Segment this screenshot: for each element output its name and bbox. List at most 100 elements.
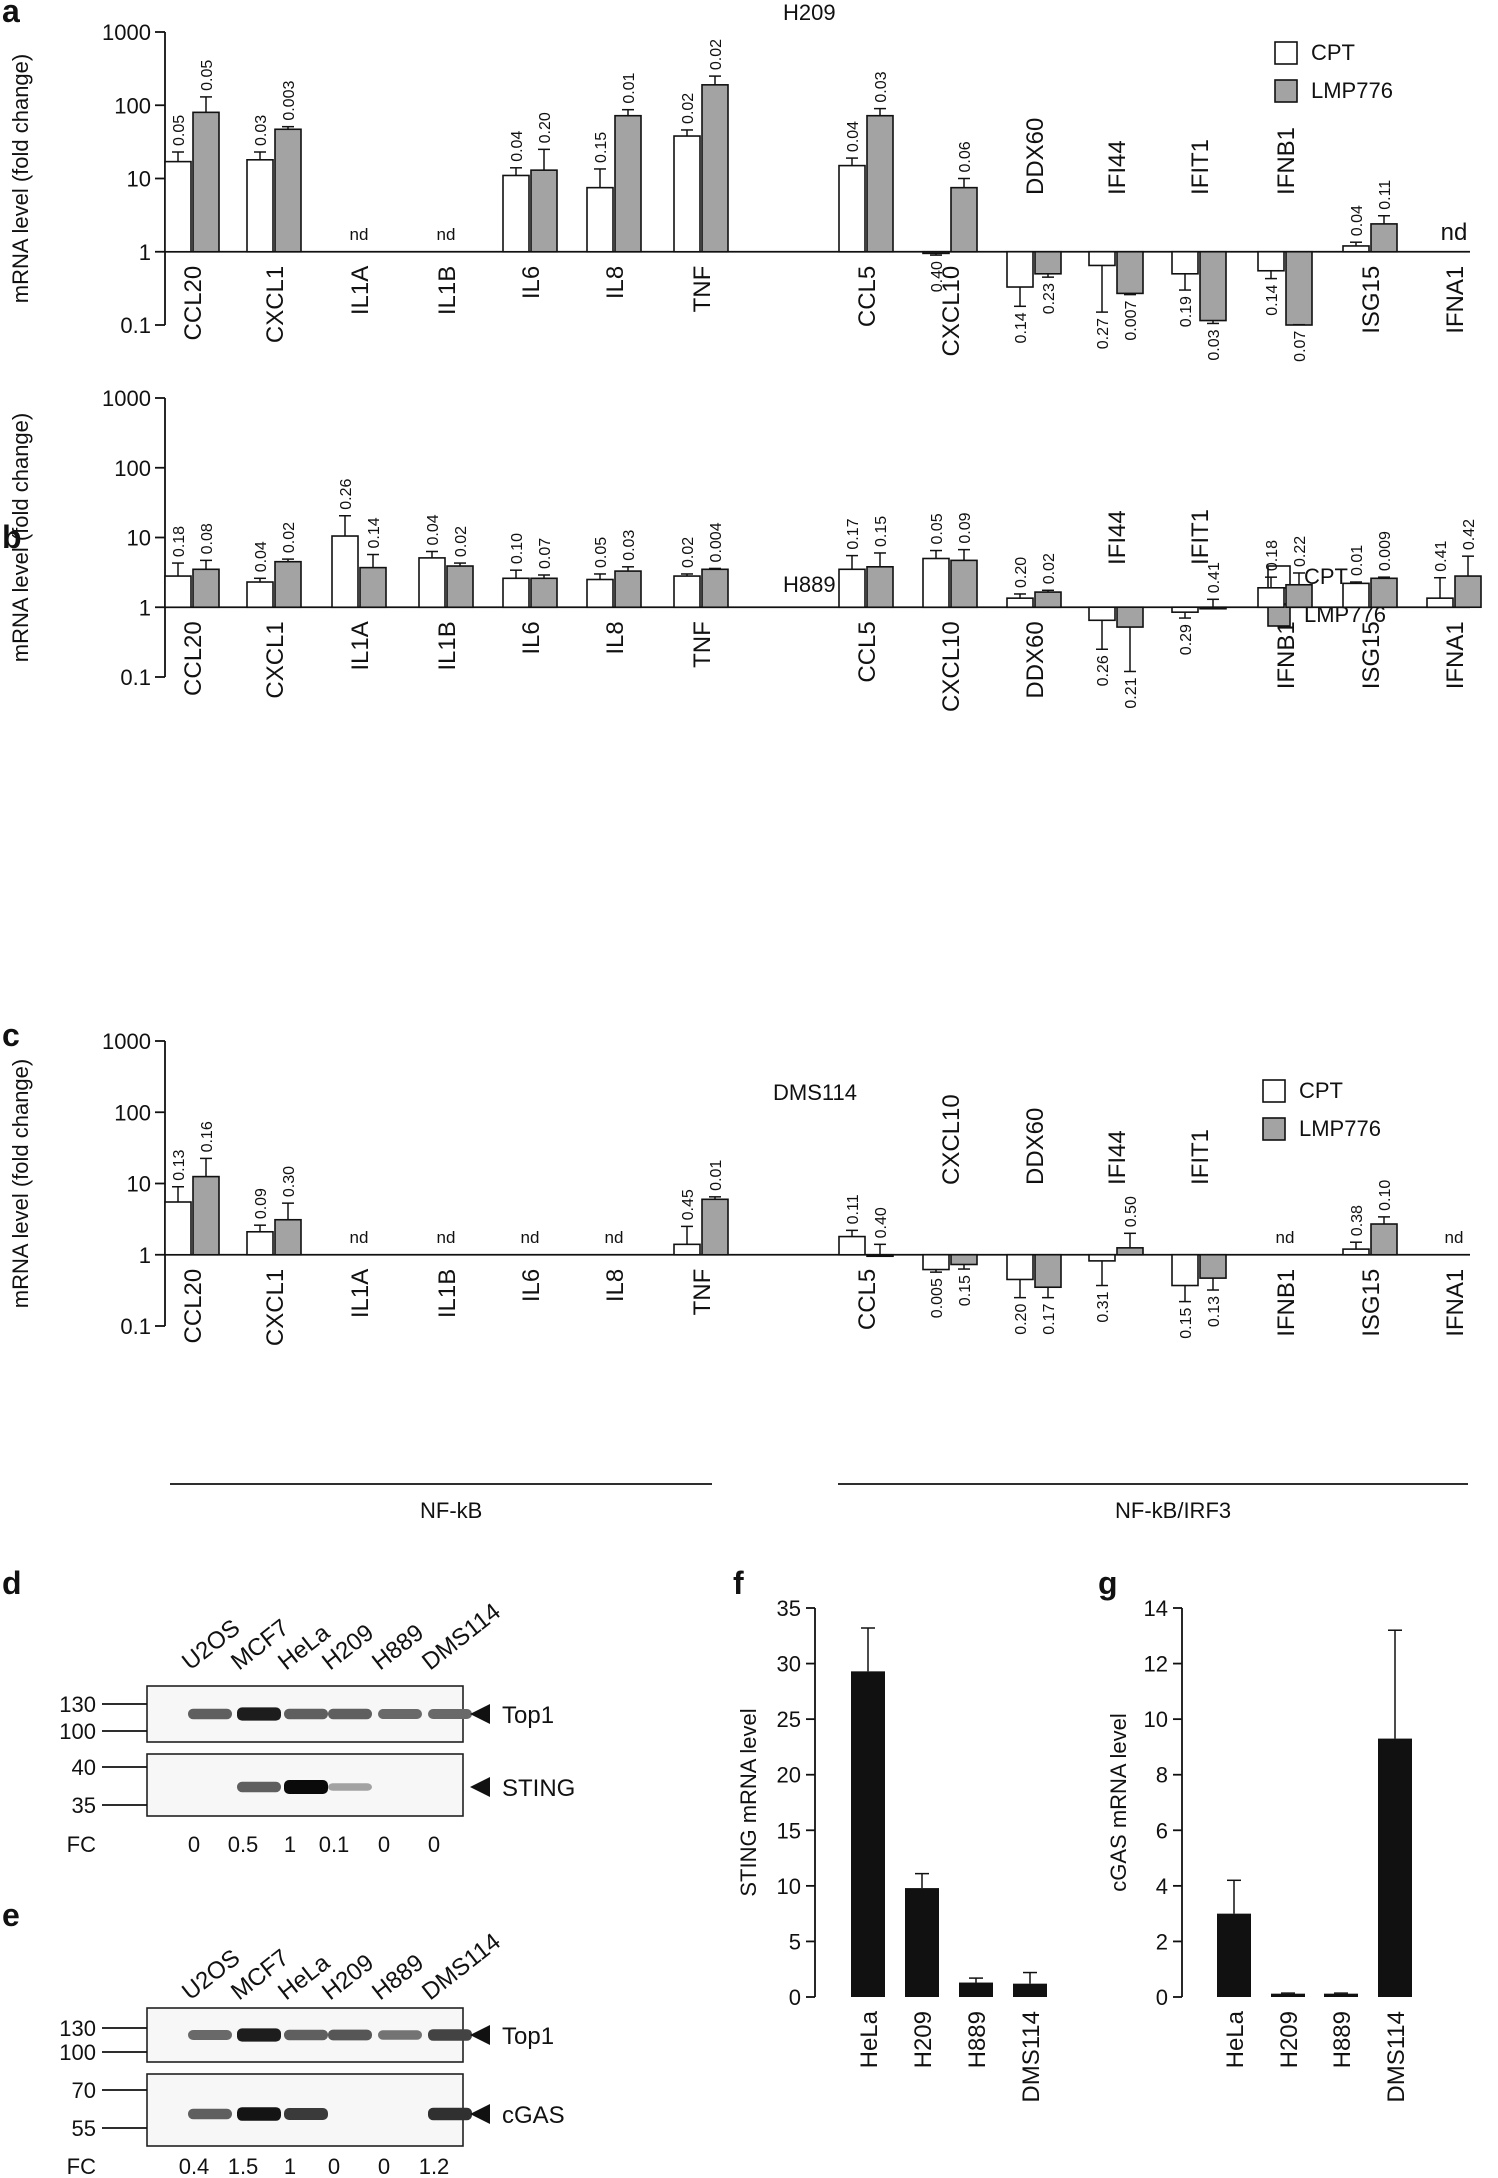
gene-label-b-cxcl10: CXCL10	[938, 621, 965, 712]
p-value-label-a-ifit1: 0.03	[1206, 329, 1223, 360]
bar-a-tnf-cpt	[673, 135, 701, 253]
bar-g-dms114	[1378, 1738, 1412, 1997]
p-value-label-a-ccl5: 0.03	[873, 71, 890, 102]
p-value-label-c-ifi44: 0.31	[1095, 1291, 1112, 1322]
p-value-label-a-cxcl10: 0.06	[957, 141, 974, 172]
gene-label-b-ccl5: CCL5	[854, 621, 881, 682]
bar-g-h889	[1324, 1993, 1358, 1997]
bar-g-h209	[1271, 1993, 1305, 1997]
p-value-label-a-tnf: 0.02	[708, 39, 725, 70]
bar-b-ccl5-cpt	[838, 568, 866, 609]
bar-a-il8-lmp776	[614, 114, 642, 253]
panel-f-y-tick-label: 20	[777, 1763, 801, 1788]
gene-label-a-ccl5: CCL5	[854, 266, 881, 327]
bar-f-hela	[851, 1671, 885, 1997]
p-value-label-b-ccl5: 0.17	[845, 518, 862, 549]
p-value-label-a-ddx60: 0.23	[1041, 283, 1058, 314]
p-value-label-b-ccl5: 0.15	[873, 516, 890, 547]
gene-label-b-il6: IL6	[518, 621, 545, 654]
bar-a-ifi44-cpt	[1088, 250, 1116, 267]
band-e-top1-u2os	[188, 2030, 232, 2040]
gene-label-b-ddx60: DDX60	[1022, 621, 1049, 698]
panel-c-y-tick-label: 0.1	[120, 1314, 151, 1339]
panel-c-y-label: mRNA level (fold change)	[8, 1059, 33, 1308]
bar-a-ccl5-cpt	[838, 164, 866, 253]
bar-b-il1b-lmp776	[446, 565, 474, 609]
panel-g-chart: 0 2 4 6 8 10 12 14 cGAS mRNA level HeLa H209 H889 DM…	[1106, 1596, 1412, 2103]
p-value-label-a-cxcl1: 0.03	[253, 115, 270, 146]
bar-c-ifit1-lmp776	[1199, 1253, 1227, 1279]
gene-label-c-cxcl10: CXCL10	[938, 1094, 965, 1185]
gene-label-a-ifna1: IFNA1	[1442, 266, 1469, 334]
p-value-label-a-ifnb1: 0.07	[1292, 331, 1309, 362]
p-value-label-b-ifi44: 0.21	[1123, 677, 1140, 708]
bar-g-hela	[1217, 1913, 1251, 1997]
fc-value-e-dms114: 1.2	[419, 2154, 450, 2178]
bar-c-ifi44-cpt	[1088, 1253, 1116, 1262]
gene-label-b-ifna1: IFNA1	[1442, 621, 1469, 689]
panel-b-chart: H889 0.1 1 10 100 1000 mRNA level (fold change…	[8, 386, 1482, 712]
p-value-label-a-cxcl10: 0.40	[929, 261, 946, 292]
bar-b-il8-cpt	[586, 578, 614, 609]
panel-letter-b: b	[2, 519, 22, 555]
nfkb-group-label: NF-kB	[420, 1498, 482, 1523]
panel-e-blot: U2OSMCF7HeLaH209H889DMS114130100Top17055…	[59, 1928, 564, 2178]
p-value-label-a-il8: 0.15	[593, 132, 610, 163]
panel-f-y-tick-label: 25	[777, 1707, 801, 1732]
fc-value-e-h209: 0	[328, 2154, 340, 2178]
gene-label-b-tnf: TNF	[689, 621, 716, 668]
p-value-label-c-ifi44: 0.50	[1123, 1196, 1140, 1227]
p-value-label-c-ifit1: 0.13	[1206, 1296, 1223, 1327]
gene-label-c-il8: IL8	[602, 1269, 629, 1302]
bar-b-ifna1-lmp776	[1454, 575, 1482, 609]
p-value-label-c-ccl20: 0.13	[171, 1150, 188, 1181]
bar-b-ifna1-cpt	[1426, 597, 1454, 609]
bar-a-il6-cpt	[502, 174, 530, 253]
bar-b-ifnb1-lmp776	[1285, 583, 1313, 609]
x-label-g-h209: H209	[1276, 2011, 1303, 2068]
p-value-label-a-il6: 0.04	[509, 131, 526, 162]
p-value-label-a-ifi44: 0.27	[1095, 318, 1112, 349]
band-e-top1-hela	[284, 2029, 328, 2041]
band-e-cgas-dms114	[428, 2107, 472, 2121]
panel-b-y-tick-label: 0.1	[120, 665, 151, 690]
bar-a-ddx60-lmp776	[1034, 250, 1062, 275]
p-value-label-c-isg15: 0.10	[1377, 1180, 1394, 1211]
bar-b-ifi44-cpt	[1088, 606, 1116, 622]
x-label-g-h889: H889	[1329, 2011, 1356, 2068]
gene-label-c-ccl5: CCL5	[854, 1269, 881, 1330]
gene-label-b-ccl20: CCL20	[180, 621, 207, 696]
p-value-label-b-tnf: 0.02	[680, 537, 697, 568]
panel-f-y-tick-label: 5	[789, 1929, 801, 1954]
p-value-label-b-il1b: 0.04	[425, 514, 442, 545]
fc-value-d-h889: 0	[378, 1832, 390, 1857]
nd-label-c-il1b: nd	[437, 1228, 456, 1247]
p-value-label-c-tnf: 0.01	[708, 1160, 725, 1191]
nd-label-a-il1b: nd	[437, 225, 456, 244]
p-value-label-a-ifnb1: 0.14	[1264, 284, 1281, 315]
bar-a-isg15-cpt	[1342, 245, 1370, 253]
legend-swatch-cpt	[1262, 1079, 1286, 1103]
mw-marker-e-130: 130	[59, 2016, 96, 2041]
band-d-top1-dms114	[428, 1709, 472, 1719]
p-value-label-b-il1a: 0.26	[338, 479, 355, 510]
gene-label-a-il8: IL8	[602, 266, 629, 299]
x-label-g-dms114: DMS114	[1383, 2011, 1410, 2103]
panel-a-y-tick-label: 0.1	[120, 313, 151, 338]
p-value-label-b-ifna1: 0.41	[1433, 540, 1450, 571]
gene-label-a-il1b: IL1B	[434, 266, 461, 315]
p-value-label-c-ccl5: 0.11	[845, 1194, 862, 1224]
mw-marker-e-70: 70	[72, 2078, 96, 2103]
gene-label-b-il1a: IL1A	[347, 621, 374, 670]
gene-label-a-ifi44: IFI44	[1104, 140, 1131, 195]
bar-a-ccl5-lmp776	[866, 114, 894, 253]
gene-label-c-isg15: ISG15	[1358, 1269, 1385, 1337]
x-label-f-hela: HeLa	[856, 2010, 883, 2068]
p-value-label-c-cxcl10: 0.15	[957, 1275, 974, 1306]
panel-g-y-tick-label: 6	[1156, 1818, 1168, 1843]
gene-label-c-il6: IL6	[518, 1269, 545, 1302]
p-value-label-b-ifna1: 0.42	[1461, 519, 1478, 550]
band-d-top1-h209	[328, 1708, 372, 1720]
band-d-sting-mcf7	[237, 1781, 281, 1793]
p-value-label-c-cxcl10: 0.005	[929, 1278, 946, 1318]
